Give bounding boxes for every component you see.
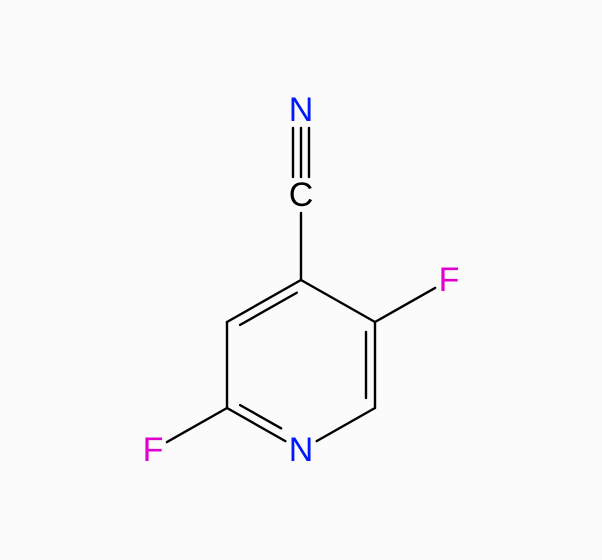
bond-line xyxy=(301,280,375,322)
atom-label-n: N xyxy=(289,431,314,469)
bond-line xyxy=(167,408,227,442)
bond-line xyxy=(375,288,435,322)
bond-line xyxy=(227,280,301,322)
bond-line xyxy=(240,405,281,428)
atom-label-f: F xyxy=(143,431,164,469)
molecule-canvas: N F F C N xyxy=(0,0,602,560)
bond-line xyxy=(317,408,375,441)
atom-label-c: C xyxy=(289,176,314,214)
atom-label-f: F xyxy=(439,261,460,299)
molecule-svg: N F F C N xyxy=(0,0,602,560)
atom-label-n: N xyxy=(289,91,314,129)
